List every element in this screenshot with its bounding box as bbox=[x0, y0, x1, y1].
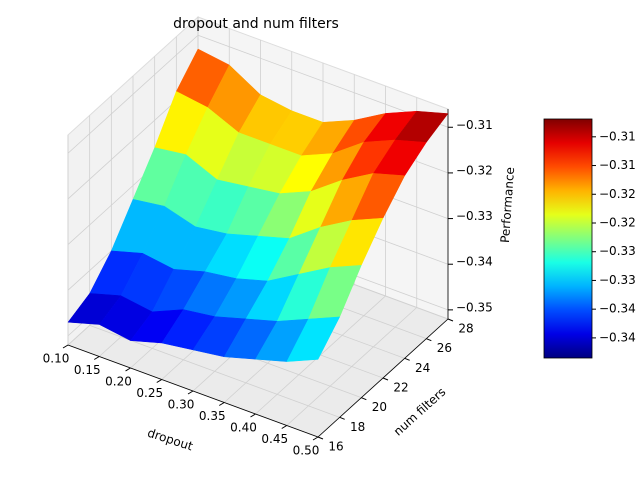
colorbar-tick-label: −0.31 bbox=[599, 158, 636, 172]
x-tick bbox=[93, 356, 100, 360]
axis-line bbox=[67, 344, 319, 438]
x-tick bbox=[187, 390, 194, 395]
x-tick-label: 0.45 bbox=[261, 432, 288, 446]
z-tick-label: −0.35 bbox=[456, 300, 493, 314]
x-tick bbox=[281, 425, 288, 429]
y-tick bbox=[404, 357, 410, 361]
z-axis-label: Performance bbox=[498, 167, 517, 244]
z-tick-label: −0.34 bbox=[456, 255, 493, 269]
surface-patch bbox=[286, 316, 341, 362]
x-tick bbox=[125, 367, 131, 372]
x-axis-label: dropout bbox=[146, 426, 195, 454]
colorbar-tick-label: −0.33 bbox=[599, 244, 636, 258]
colorbar-tick-label: −0.34 bbox=[599, 330, 636, 344]
x-tick-label: 0.25 bbox=[136, 386, 163, 400]
x-tick-label: 0.50 bbox=[293, 444, 320, 458]
grid-line bbox=[67, 34, 199, 154]
y-tick bbox=[382, 377, 389, 381]
y-tick bbox=[447, 318, 454, 322]
z-tick-label: −0.32 bbox=[456, 163, 493, 177]
y-tick bbox=[339, 416, 345, 420]
axis-line bbox=[317, 318, 449, 438]
colorbar-tick-label: −0.32 bbox=[599, 215, 636, 229]
y-tick-label: 26 bbox=[437, 341, 452, 355]
x-tick bbox=[312, 436, 319, 441]
x-tick-label: 0.15 bbox=[74, 363, 101, 377]
y-tick bbox=[426, 338, 432, 342]
x-tick bbox=[218, 402, 225, 406]
chart-title: dropout and num filters bbox=[173, 16, 339, 32]
y-tick bbox=[317, 436, 324, 440]
x-tick-label: 0.30 bbox=[168, 398, 195, 412]
colorbar-tick-label: −0.34 bbox=[599, 302, 636, 316]
z-tick-label: −0.33 bbox=[456, 209, 493, 223]
x-tick-label: 0.35 bbox=[199, 409, 226, 423]
colorbar-tick-label: −0.33 bbox=[599, 273, 636, 287]
y-tick-label: 18 bbox=[350, 420, 365, 434]
z-tick-label: −0.31 bbox=[456, 118, 493, 132]
y-tick-label: 28 bbox=[458, 322, 473, 336]
colorbar-tick-label: −0.31 bbox=[599, 129, 636, 143]
y-tick-label: 16 bbox=[328, 440, 343, 454]
y-tick bbox=[361, 397, 367, 401]
x-tick bbox=[62, 344, 69, 349]
y-tick-label: 22 bbox=[393, 381, 408, 395]
x-tick-label: 0.40 bbox=[230, 421, 257, 435]
y-tick-label: 24 bbox=[415, 361, 430, 375]
x-tick-label: 0.20 bbox=[105, 375, 132, 389]
x-tick bbox=[156, 379, 163, 383]
x-tick-label: 0.10 bbox=[43, 352, 70, 366]
colorbar bbox=[543, 118, 593, 359]
colorbar-tick-label: −0.32 bbox=[599, 187, 636, 201]
x-tick bbox=[250, 413, 256, 418]
y-tick-label: 20 bbox=[372, 400, 387, 414]
